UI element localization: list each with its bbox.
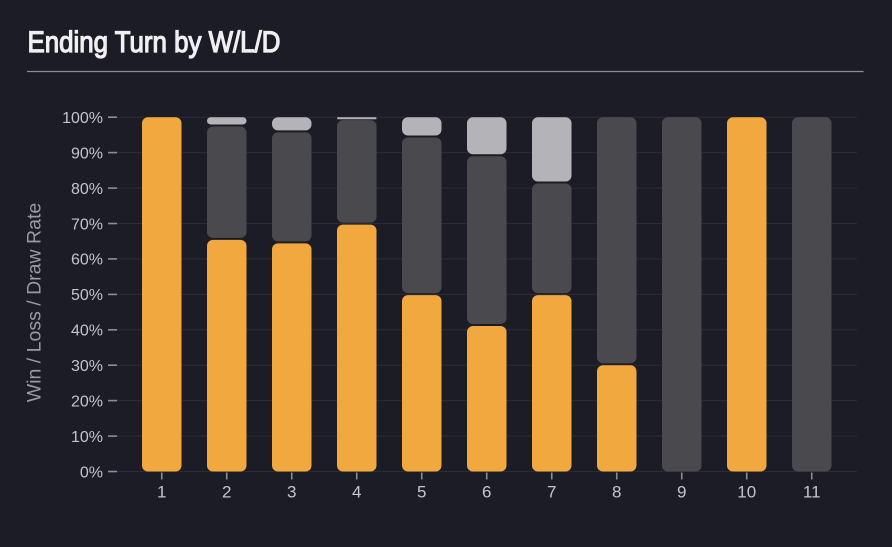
- svg-text:Win / Loss / Draw Rate: Win / Loss / Draw Rate: [24, 203, 46, 402]
- svg-text:1: 1: [157, 483, 166, 502]
- svg-text:20%: 20%: [71, 393, 103, 410]
- svg-text:6: 6: [482, 483, 491, 502]
- svg-text:90%: 90%: [71, 145, 103, 162]
- svg-text:60%: 60%: [71, 252, 103, 269]
- svg-text:11: 11: [803, 483, 821, 502]
- svg-text:80%: 80%: [71, 181, 103, 198]
- svg-text:2: 2: [222, 483, 231, 502]
- svg-text:Ending Turn by W/L/D: Ending Turn by W/L/D: [28, 25, 281, 58]
- svg-text:70%: 70%: [71, 216, 103, 233]
- svg-text:30%: 30%: [71, 358, 103, 375]
- svg-text:50%: 50%: [71, 287, 103, 304]
- svg-text:9: 9: [677, 483, 686, 502]
- svg-text:3: 3: [287, 483, 296, 502]
- svg-text:40%: 40%: [71, 323, 103, 340]
- svg-text:5: 5: [417, 483, 426, 502]
- svg-text:10%: 10%: [71, 429, 103, 446]
- svg-text:4: 4: [352, 483, 361, 502]
- svg-text:7: 7: [547, 483, 556, 502]
- svg-text:0%: 0%: [80, 464, 103, 481]
- svg-text:100%: 100%: [62, 110, 103, 127]
- svg-text:8: 8: [612, 483, 621, 502]
- svg-text:10: 10: [737, 483, 756, 502]
